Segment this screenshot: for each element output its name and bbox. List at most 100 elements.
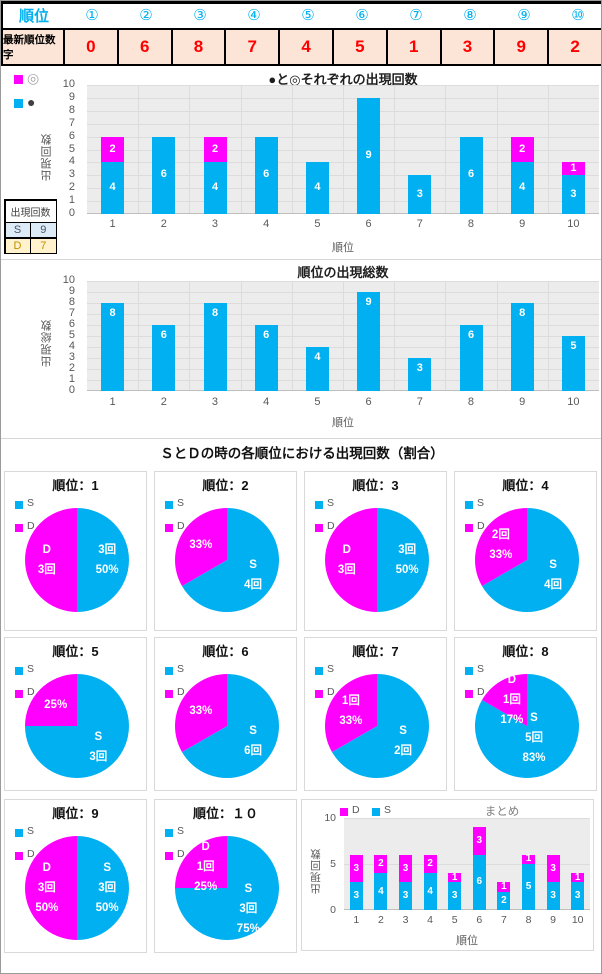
gridline-v <box>291 85 293 214</box>
pie-legend-label: S <box>327 497 335 509</box>
pie-legend-label: D <box>477 686 485 698</box>
rank-symbol: ⑩ <box>571 7 585 24</box>
bar-value-label: 3 <box>416 187 423 200</box>
x-tick-label: 3 <box>402 914 409 926</box>
legend-swatch-magenta <box>14 75 23 84</box>
pie-chart <box>475 674 580 778</box>
latest-rank-value-cell[interactable]: 5 <box>333 30 386 64</box>
gridline-v <box>343 85 344 214</box>
bar-segment-d <box>448 873 462 883</box>
pie-label-d: 33% <box>189 704 213 717</box>
y-tick-label: 3 <box>68 168 75 181</box>
rank-header-row: 順位 ① ② ③ ④ ⑤ ⑥ ⑦ ⑧ ⑨ ⑩ <box>1 1 601 28</box>
pie-box: 順位：6 S D S 6回 33% <box>154 637 297 791</box>
bar-segment-s <box>423 873 437 910</box>
pie-slice-d <box>325 508 377 612</box>
summary-legend-swatch-d <box>340 808 348 816</box>
pie-label-s: S 4回 <box>544 559 563 592</box>
x-tick-label: 10 <box>571 914 584 926</box>
pie-slice-s <box>77 508 129 612</box>
y-tick-label: 7 <box>68 307 75 319</box>
bar-value-label: 1 <box>451 871 458 883</box>
x-axis-line <box>87 213 599 214</box>
pie-box: 順位：4 S D S 4回 2回 33% <box>454 471 597 631</box>
bar-segment-s <box>305 162 329 214</box>
x-tick-label: 8 <box>525 914 532 926</box>
bar-value-label: 4 <box>211 181 219 194</box>
bar-value-label: 3 <box>402 890 409 902</box>
pie-slice-s <box>181 674 280 778</box>
rank-symbol: ⑥ <box>355 7 369 24</box>
latest-rank-value-cell[interactable]: 3 <box>441 30 494 64</box>
sd-table-header: 出現回数 <box>5 200 56 222</box>
latest-rank-value-cell[interactable]: 0 <box>65 30 117 64</box>
bar-value-label: 4 <box>109 181 116 194</box>
gridline-v <box>394 85 396 214</box>
pie-chart <box>25 836 129 940</box>
pie-legend-label: S <box>327 663 335 675</box>
gridline-v <box>291 281 293 391</box>
sd-table-value[interactable]: 9 <box>31 223 56 237</box>
pie-legend-label: S <box>27 825 35 837</box>
pie-label-d: 2回 33% <box>489 528 513 561</box>
bar-value-label: 6 <box>263 329 270 341</box>
gridline-v <box>138 281 140 391</box>
bar-segment-s <box>254 136 278 214</box>
latest-rank-value-cell[interactable]: 2 <box>549 30 601 64</box>
pie-legend-swatch <box>15 524 23 532</box>
pie-legend-swatch <box>315 667 323 675</box>
latest-rank-value-cell[interactable]: 1 <box>387 30 440 64</box>
bar-segment-d <box>374 854 388 874</box>
pie-box: 順位：2 S D S 4回 33% <box>154 471 297 631</box>
bar-value-label: 2 <box>378 858 384 869</box>
x-tick-label: 10 <box>567 396 580 408</box>
latest-rank-value-cell[interactable]: 6 <box>118 30 171 64</box>
bar-segment-s <box>357 97 381 214</box>
pie-slice-s <box>331 674 430 778</box>
bar-total <box>152 325 176 391</box>
bar-value-label: 2 <box>501 894 507 906</box>
latest-rank-value-cell[interactable]: 4 <box>280 30 332 64</box>
chart2-x-axis-label: 順位 <box>332 417 354 429</box>
y-tick-label: 4 <box>68 340 75 352</box>
y-tick-label: 1 <box>68 373 75 385</box>
y-tick-label: 2 <box>68 362 75 374</box>
pie-label-d: D 1回 17% <box>500 673 524 726</box>
y-tick-label: 3 <box>68 351 75 363</box>
x-tick-label: 2 <box>160 396 167 408</box>
bar-value-label: 8 <box>109 307 116 319</box>
bar-value-label: 3 <box>550 862 556 874</box>
summary-title: まとめ <box>484 806 520 818</box>
latest-rank-value-cell[interactable]: 7 <box>226 30 279 64</box>
bar-value-label: 1 <box>501 881 507 892</box>
latest-rank-value-cell[interactable]: 8 <box>172 30 225 64</box>
bar-value-label: 2 <box>211 142 219 155</box>
pie-chart <box>475 508 580 612</box>
gridline-v <box>445 281 447 391</box>
pie-title: 順位：7 <box>352 644 399 659</box>
pie-slice-d <box>25 836 77 940</box>
bar-value-label: 2 <box>519 142 526 155</box>
sd-table-value[interactable]: 7 <box>31 238 56 253</box>
bar-segment-s <box>448 882 462 910</box>
bar-segment-s <box>399 882 412 910</box>
chart2-plot-area: 8 6 8 6 4 9 3 6 8 5 <box>87 281 599 391</box>
latest-rank-value-cell[interactable]: 9 <box>495 30 548 64</box>
x-tick-label: 2 <box>160 218 167 230</box>
gridline-v <box>394 281 396 391</box>
pie-legend-swatch <box>15 501 23 509</box>
bar-segment-d <box>101 136 125 163</box>
rank-symbol: ③ <box>193 7 207 24</box>
pie-label-d: 25% <box>44 698 68 711</box>
bar-value-label: 4 <box>314 181 321 194</box>
bar-segment-s <box>349 882 363 910</box>
pie-legend-swatch <box>15 852 23 860</box>
bar-segment-s <box>472 854 486 910</box>
y-tick-label: 6 <box>68 318 75 330</box>
pie-slice-s <box>377 508 429 612</box>
y-tick-label: 5 <box>68 142 75 155</box>
pie-legend-swatch <box>315 690 323 698</box>
bar-segment-d <box>472 827 486 855</box>
pie-label-d: 1回 33% <box>339 694 363 727</box>
